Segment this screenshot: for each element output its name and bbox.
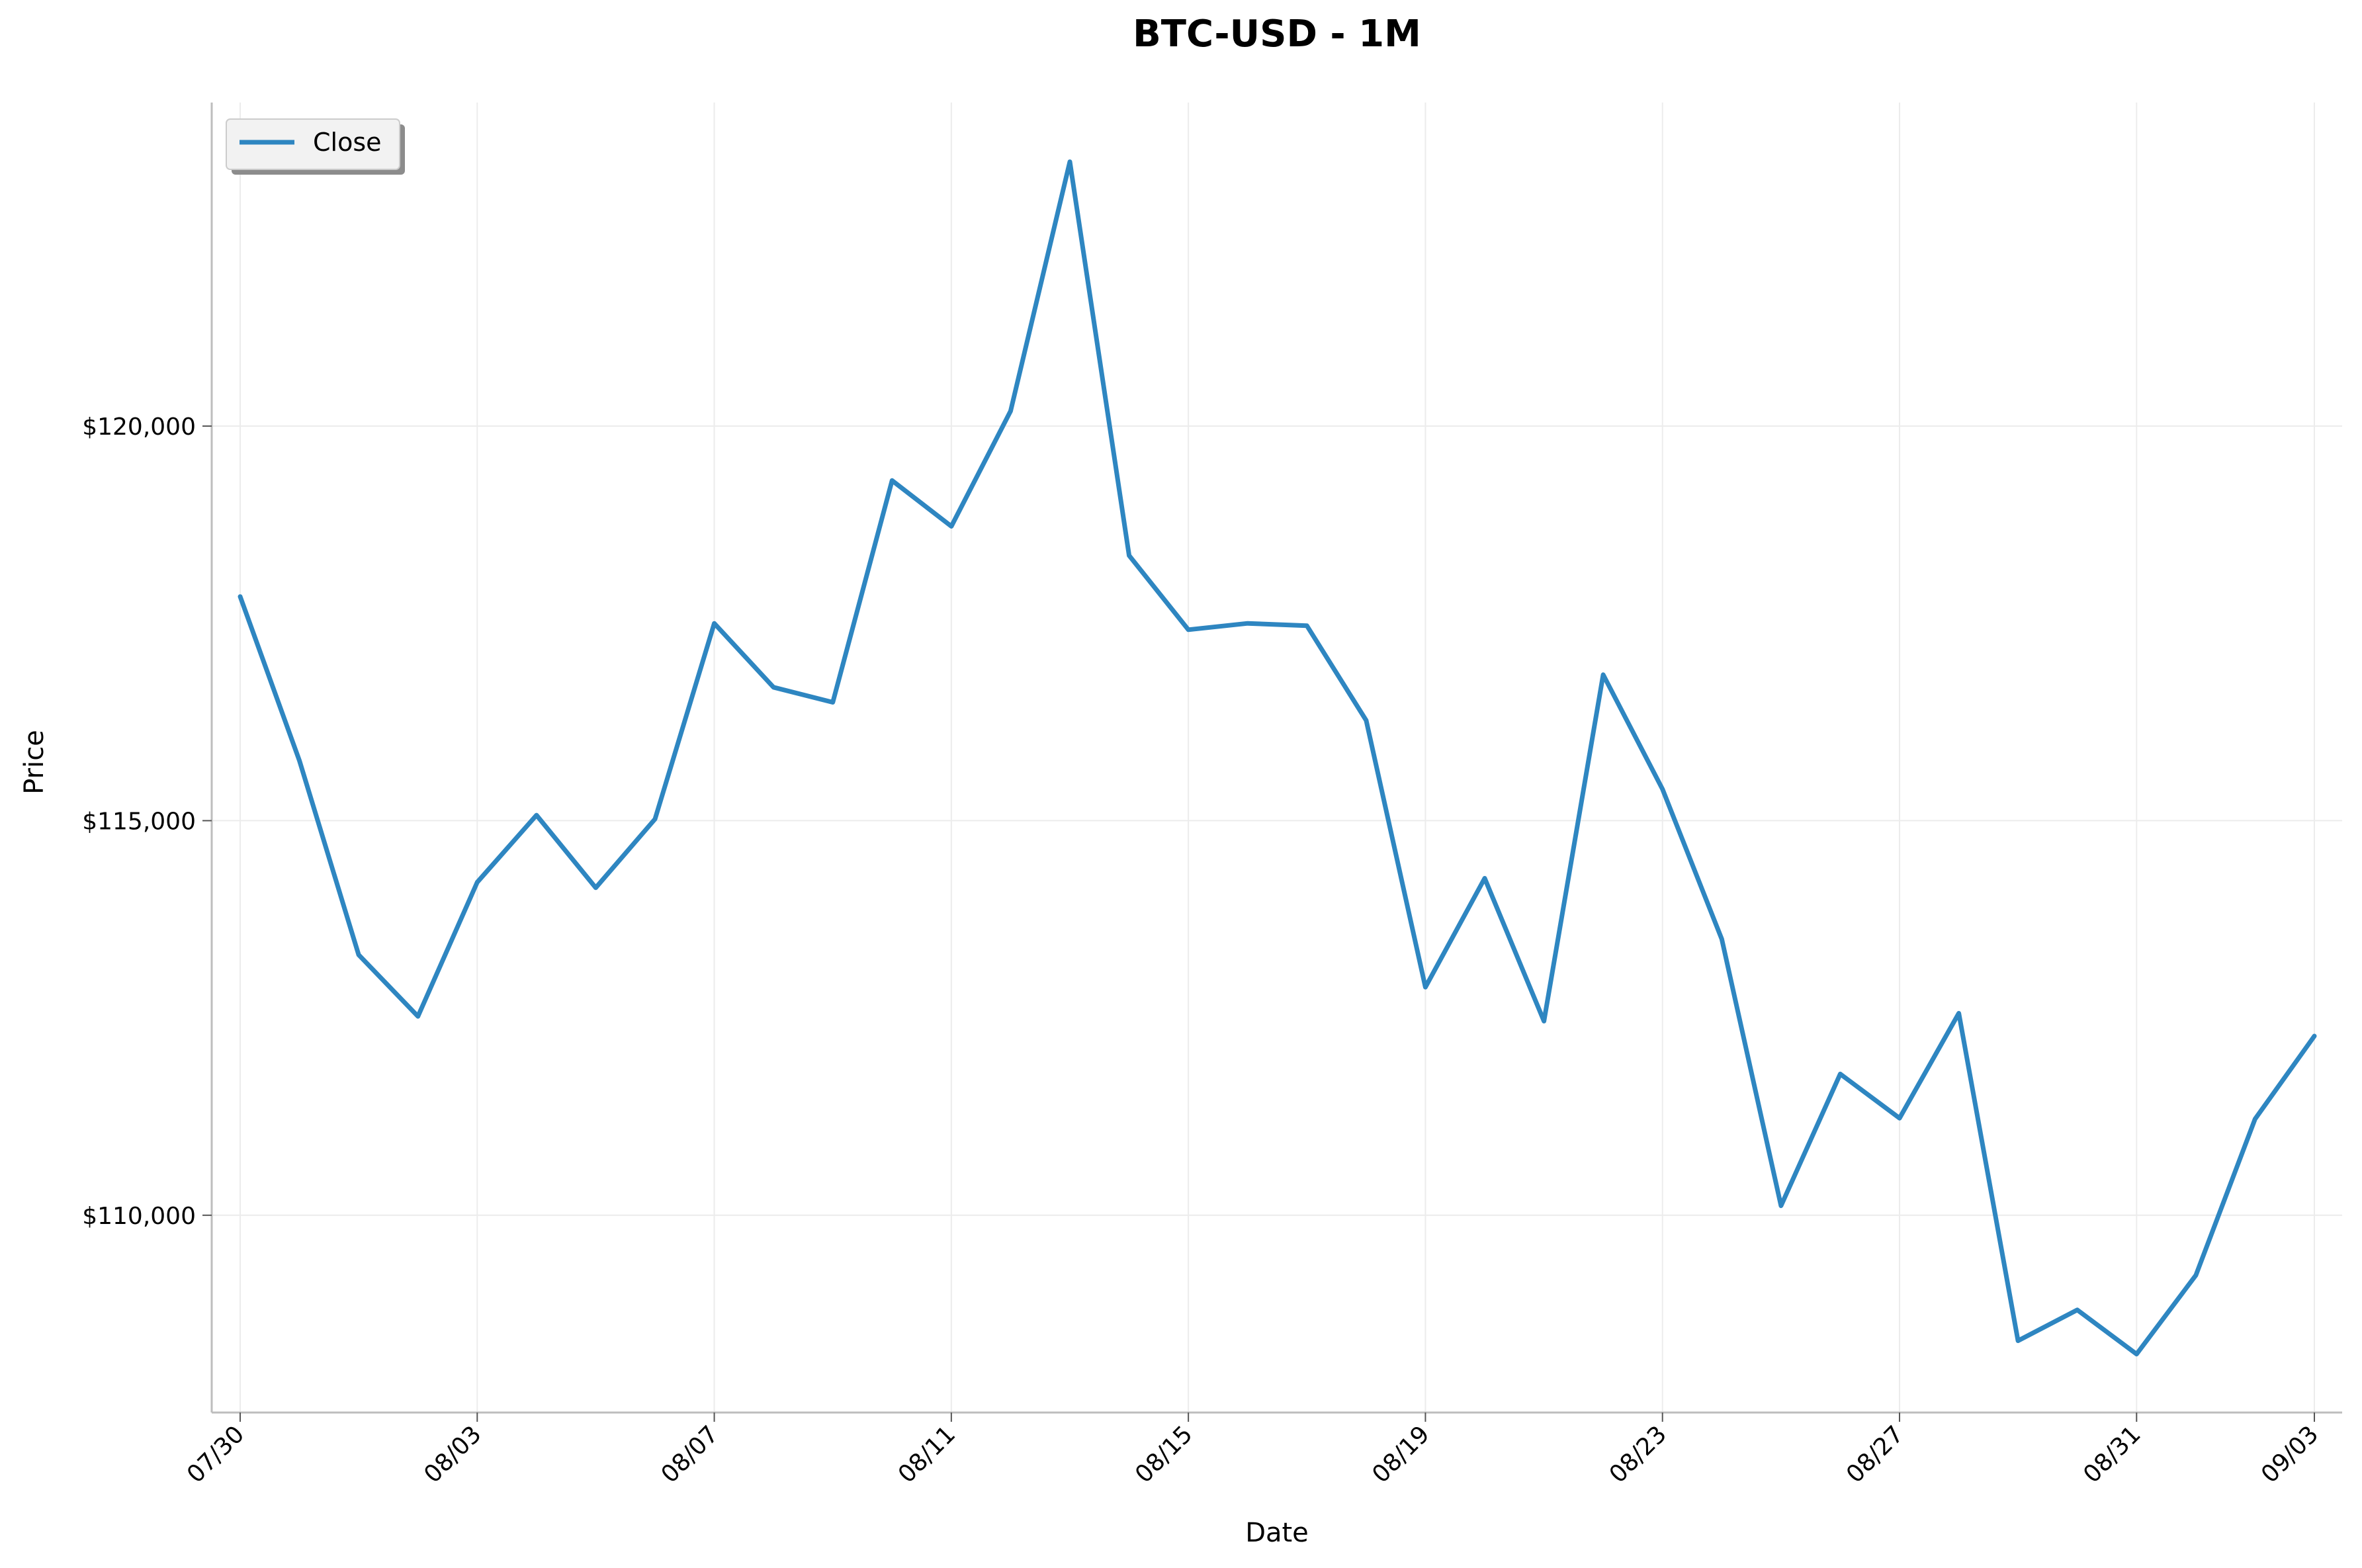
tick-layer: 07/30 08/03 08/07 08/11 08/15 08/19 08/23 08/27… bbox=[82, 414, 2324, 1489]
legend: Close bbox=[226, 118, 405, 175]
chart-title: BTC-USD - 1M bbox=[1133, 13, 1421, 56]
series-line-close bbox=[238, 159, 2317, 1357]
legend-box bbox=[226, 118, 400, 170]
x-axis-label: Date bbox=[1245, 1518, 1309, 1548]
x-tick-label: 08/27 bbox=[1841, 1420, 1909, 1488]
x-tick-label: 08/23 bbox=[1604, 1420, 1672, 1488]
y-tick-label: $120,000 bbox=[82, 414, 196, 441]
legend-label-close: Close bbox=[313, 128, 382, 157]
x-tick-label: 08/07 bbox=[656, 1420, 724, 1488]
x-tick-label: 08/19 bbox=[1367, 1420, 1434, 1488]
series-layer bbox=[238, 159, 2317, 1357]
x-tick-label: 07/30 bbox=[182, 1420, 249, 1488]
axes-layer bbox=[210, 103, 2342, 1414]
grid-layer bbox=[212, 103, 2342, 1413]
y-tick-label: $115,000 bbox=[82, 808, 196, 835]
x-tick-label: 08/11 bbox=[893, 1420, 961, 1488]
x-tick-label: 09/03 bbox=[2256, 1420, 2324, 1488]
x-tick-label: 08/15 bbox=[1130, 1420, 1198, 1488]
y-tick-label: $110,000 bbox=[82, 1203, 196, 1230]
y-axis-label: Price bbox=[19, 730, 50, 795]
x-tick-label: 08/31 bbox=[2078, 1420, 2146, 1488]
x-tick-label: 08/03 bbox=[419, 1420, 486, 1488]
